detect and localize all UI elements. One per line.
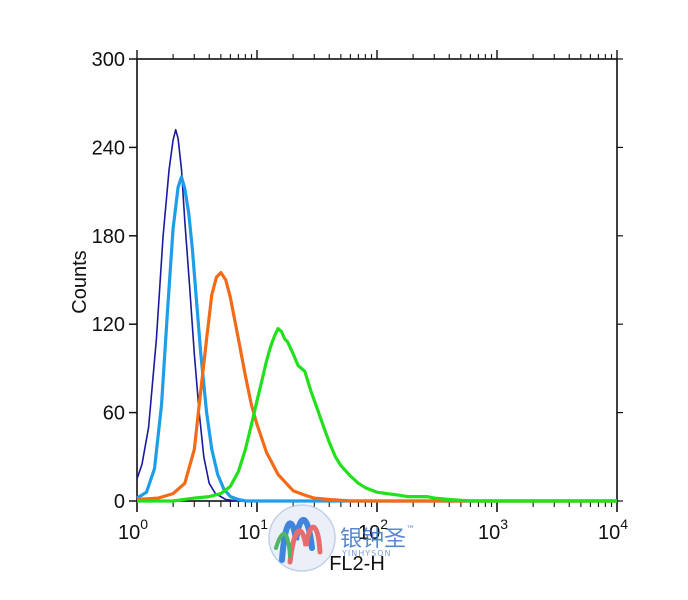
y-tick-label: 240 <box>92 137 125 159</box>
series-line-1 <box>136 128 617 502</box>
x-tick-label: 100 <box>118 516 148 544</box>
x-tick-label: 102 <box>358 516 388 544</box>
series-layer <box>136 128 617 503</box>
watermark-en-text: YINHYSON <box>341 549 392 558</box>
y-axis-title: Counts <box>69 250 91 313</box>
y-tick-label: 120 <box>92 314 125 336</box>
series-line-3 <box>136 271 617 503</box>
watermark-cn-text: 银钟圣 <box>340 527 406 552</box>
x-tick-label: 101 <box>238 516 268 544</box>
y-axis: 0 60 120 180 240 300 <box>92 49 623 513</box>
x-tick-label: 104 <box>598 516 628 544</box>
x-tick-label: 103 <box>478 516 508 544</box>
y-tick-label: 180 <box>92 226 125 248</box>
x-axis: 100 101 102 103 104 <box>118 50 628 544</box>
y-tick-label: 0 <box>114 491 125 513</box>
y-tick-label: 300 <box>92 49 125 71</box>
y-tick-label: 60 <box>103 403 125 425</box>
watermark-logo: 银钟圣 ™ YINHYSON <box>268 504 415 572</box>
watermark-tm: ™ <box>406 525 415 535</box>
series-line-4 <box>137 327 617 503</box>
series-line-2 <box>136 175 617 503</box>
x-axis-title: FL2-H <box>329 553 385 575</box>
